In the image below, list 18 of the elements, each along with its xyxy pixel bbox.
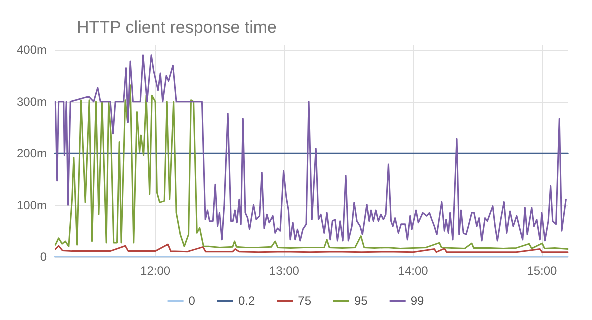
chart-title: HTTP client response time [77,18,277,37]
legend-label: 99 [410,294,425,308]
y-tick-label: 200m [16,146,47,161]
legend-label: 95 [354,294,368,308]
y-tick-label: 400m [16,43,47,58]
x-tick-label: 13:00 [269,264,300,278]
y-tick-label: 0 [40,250,48,264]
x-tick-label: 12:00 [140,264,171,278]
legend-label: 0.2 [238,294,256,308]
x-tick-label: 15:00 [527,264,558,278]
x-tick-label: 14:00 [398,264,429,278]
y-tick-label: 100m [16,198,47,212]
line-series [54,54,567,242]
line-series [54,244,569,254]
line-series [54,84,569,250]
legend-label: 75 [298,294,312,308]
y-tick-label: 300m [16,94,47,109]
legend-label: 0 [188,294,196,308]
